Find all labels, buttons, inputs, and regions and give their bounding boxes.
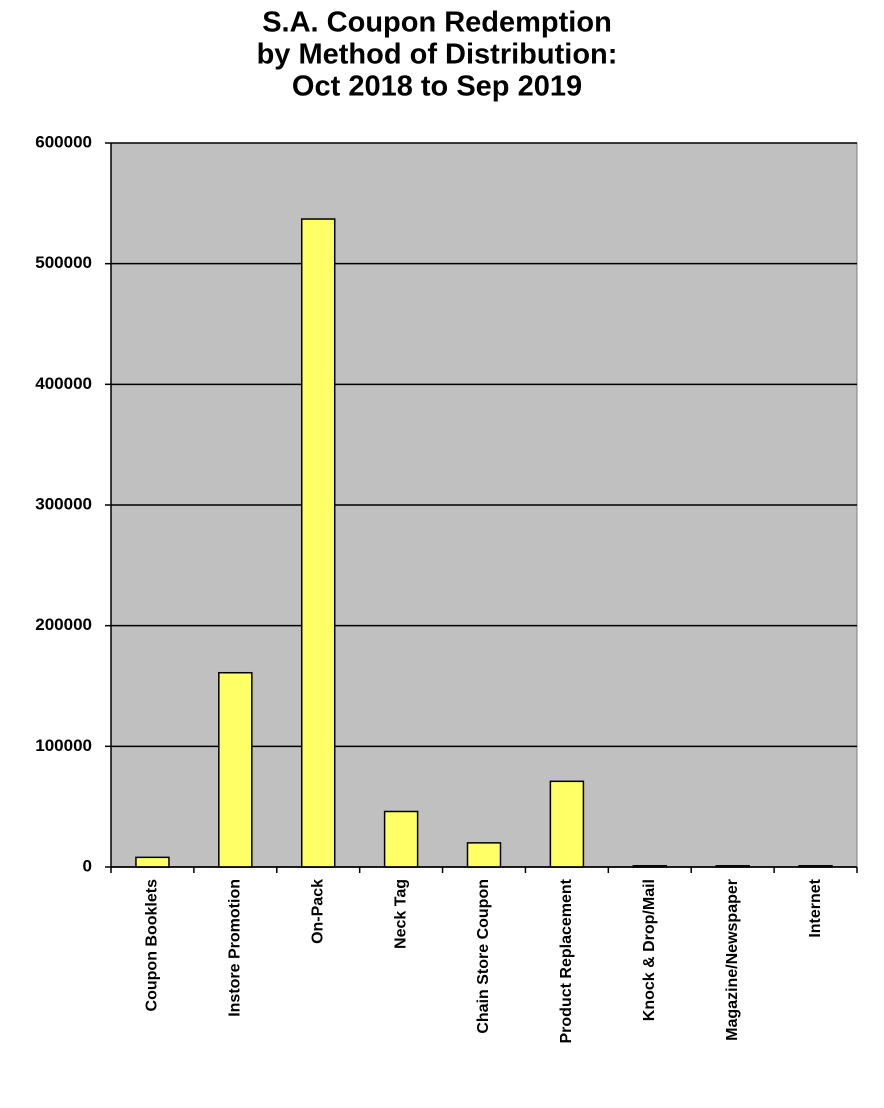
chart-title: S.A. Coupon Redemption xyxy=(262,7,612,39)
x-tick-label: Neck Tag xyxy=(392,879,409,949)
chart-title: Oct 2018 to Sep 2019 xyxy=(292,71,582,103)
x-tick-label: Instore Promotion xyxy=(227,879,244,1017)
y-tick-label: 200000 xyxy=(35,615,92,634)
y-tick-label: 0 xyxy=(83,856,92,875)
x-tick-label: Magazine/Newspaper xyxy=(724,879,741,1041)
bar xyxy=(549,780,585,868)
x-tick-label: Chain Store Coupon xyxy=(475,879,492,1034)
y-tick-label: 500000 xyxy=(35,253,92,272)
y-tick-label: 400000 xyxy=(35,374,92,393)
bar xyxy=(300,218,336,868)
chart-title: by Method of Distribution: xyxy=(257,39,618,71)
x-tick-label: Coupon Booklets xyxy=(144,879,161,1012)
x-tick-label: Internet xyxy=(807,878,824,937)
bar xyxy=(218,671,253,868)
x-tick-label: Knock & Drop/Mail xyxy=(641,879,658,1021)
x-tick-label: Product Replacement xyxy=(558,878,575,1043)
y-tick-label: 100000 xyxy=(35,736,92,755)
bar xyxy=(466,842,502,868)
x-tick-label: On-Pack xyxy=(309,879,326,944)
y-tick-label: 600000 xyxy=(35,132,92,151)
bar xyxy=(383,810,419,868)
y-tick-label: 300000 xyxy=(35,494,92,513)
bar xyxy=(135,856,170,868)
